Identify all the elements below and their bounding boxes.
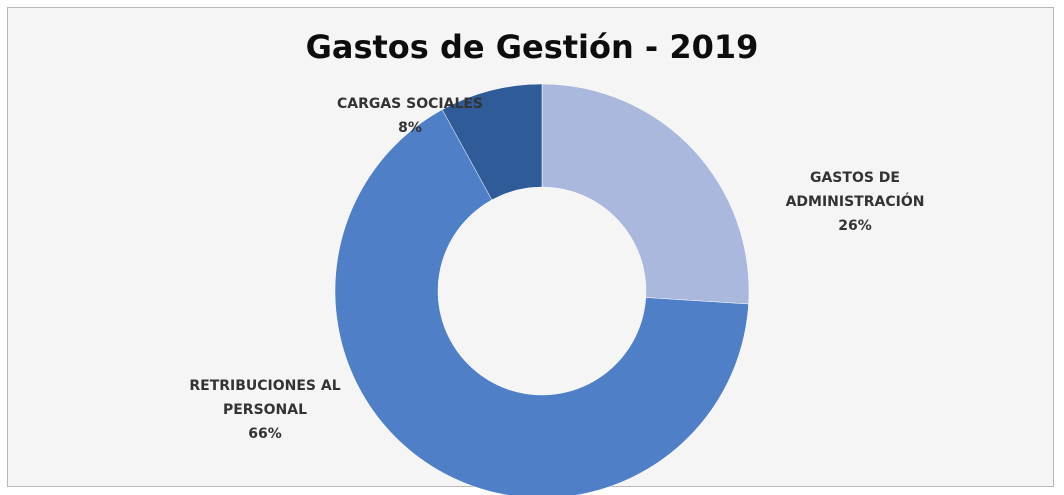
chart-title: Gastos de Gestión - 2019 xyxy=(305,28,759,66)
slice-label-gastos-administracion: GASTOS DE ADMINISTRACIÓN 26% xyxy=(785,170,925,234)
slice-label-retribuciones-personal: RETRIBUCIONES AL PERSONAL 66% xyxy=(189,378,341,442)
donut-slice-retribuciones-al-personal xyxy=(334,109,749,495)
donut-slice-cargas-sociales xyxy=(441,83,543,201)
donut-slice-gastos-de-administraci-n xyxy=(541,83,750,305)
slice-label-cargas-sociales: CARGAS SOCIALES 8% xyxy=(336,96,484,136)
